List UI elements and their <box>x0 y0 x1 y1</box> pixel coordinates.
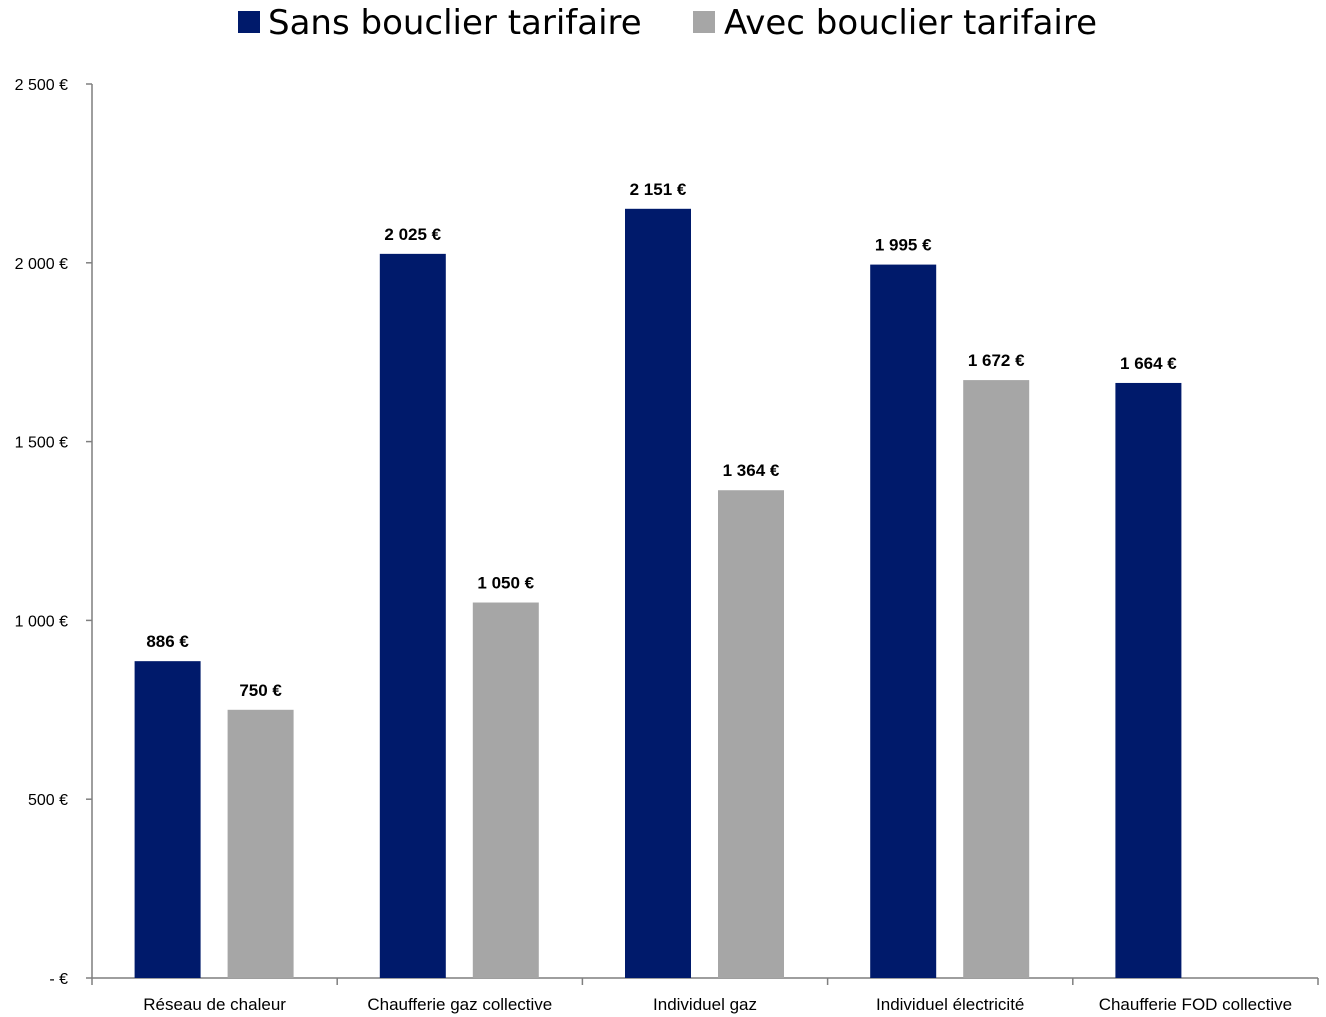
data-label-sans-bouclier-tarifaire-individuel-electricite: 1 995 € <box>875 236 932 255</box>
legend-label-sans-bouclier-tarifaire: Sans bouclier tarifaire <box>268 3 642 43</box>
data-labels: 886 € 750 € 2 025 € 1 050 € 2 151 € 1 364 € 1 … <box>146 180 1177 700</box>
data-label-avec-bouclier-tarifaire-individuel-gaz: 1 364 € <box>723 461 780 480</box>
x-category-label-chaufferie-gaz-collective: Chaufferie gaz collective <box>367 995 552 1014</box>
data-label-sans-bouclier-tarifaire-individuel-gaz: 2 151 € <box>630 180 687 199</box>
bar-sans-bouclier-tarifaire-individuel-electricite <box>870 264 937 978</box>
data-label-avec-bouclier-tarifaire-individuel-electricite: 1 672 € <box>968 351 1025 370</box>
x-axis: Réseau de chaleur Chaufferie gaz collecti… <box>91 977 1319 1014</box>
data-label-avec-bouclier-tarifaire-reseau-de-chaleur: 750 € <box>239 681 282 700</box>
y-tick-label: 1 500 € <box>15 435 68 452</box>
y-tick-label: 2 500 € <box>15 77 68 94</box>
bar-sans-bouclier-tarifaire-chaufferie-gaz-collective <box>379 253 446 979</box>
legend-swatch-avec-bouclier-tarifaire <box>693 11 715 33</box>
bar-avec-bouclier-tarifaire-individuel-gaz <box>718 490 784 978</box>
legend-swatch-sans-bouclier-tarifaire <box>238 11 260 33</box>
bar-avec-bouclier-tarifaire-reseau-de-chaleur <box>227 709 294 978</box>
data-label-avec-bouclier-tarifaire-chaufferie-gaz-collective: 1 050 € <box>477 574 534 593</box>
y-tick-label: 2 000 € <box>15 256 68 273</box>
y-tick-label: - € <box>49 971 68 988</box>
bar-avec-bouclier-tarifaire-individuel-electricite <box>963 380 1030 979</box>
x-category-label-chaufferie-fod-collective: Chaufferie FOD collective <box>1099 995 1292 1014</box>
x-category-label-individuel-gaz: Individuel gaz <box>653 995 757 1014</box>
legend: Sans bouclier tarifaire Avec bouclier tar… <box>238 3 1097 43</box>
x-category-label-individuel-electricite: Individuel électricité <box>876 995 1024 1014</box>
bars <box>134 208 1182 979</box>
data-label-sans-bouclier-tarifaire-chaufferie-fod-collective: 1 664 € <box>1120 354 1177 373</box>
bar-sans-bouclier-tarifaire-individuel-gaz <box>625 208 691 979</box>
y-tick-label: 1 000 € <box>15 613 68 630</box>
y-axis: - € 500 € 1 000 € 1 500 € 2 000 € 2 500 € <box>15 77 93 988</box>
data-label-sans-bouclier-tarifaire-reseau-de-chaleur: 886 € <box>146 632 189 651</box>
x-category-label-reseau-de-chaleur: Réseau de chaleur <box>143 995 286 1014</box>
bar-avec-bouclier-tarifaire-chaufferie-gaz-collective <box>472 602 539 978</box>
legend-label-avec-bouclier-tarifaire: Avec bouclier tarifaire <box>724 3 1097 43</box>
bar-sans-bouclier-tarifaire-reseau-de-chaleur <box>134 661 201 978</box>
data-label-sans-bouclier-tarifaire-chaufferie-gaz-collective: 2 025 € <box>384 225 441 244</box>
bar-sans-bouclier-tarifaire-chaufferie-fod-collective <box>1115 382 1182 978</box>
y-tick-label: 500 € <box>28 792 68 809</box>
